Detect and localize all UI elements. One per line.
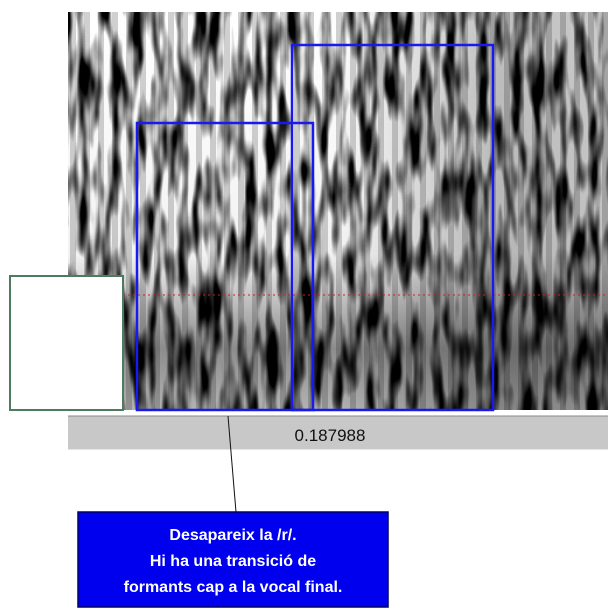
selection-box (10, 276, 123, 410)
time-label: 0.187988 (295, 426, 366, 445)
callout: Desapareix la /r/. Hi ha una transició d… (78, 512, 388, 607)
callout-line: formants cap a la vocal final. (124, 579, 343, 596)
screenshot: 0.187988 Desapareix la /r/. Hi ha una tr… (0, 0, 608, 610)
callout-line: Desapareix la /r/. (169, 527, 296, 544)
spectrogram (68, 0, 608, 410)
time-bar: 0.187988 (68, 416, 608, 450)
callout-line: Hi ha una transició de (150, 553, 316, 570)
